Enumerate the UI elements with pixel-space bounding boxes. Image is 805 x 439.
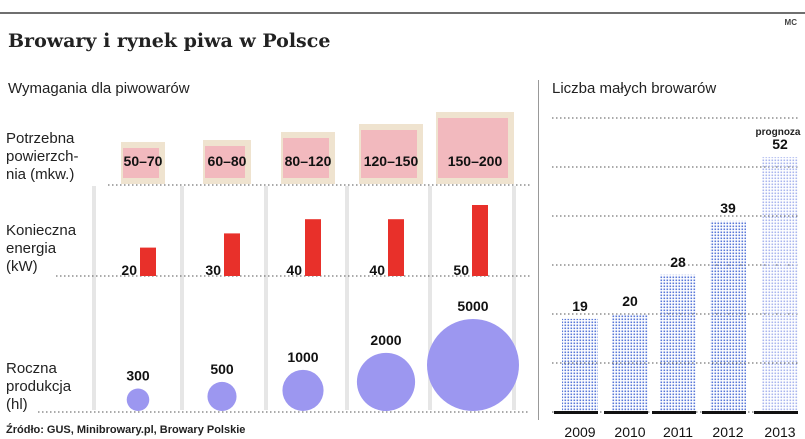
area-value-label: 150–200 [448,153,503,169]
area-square [361,130,417,178]
bar [710,220,746,412]
column-separator [428,186,432,410]
production-row-label-line: Roczna [6,360,57,377]
area-row-label: Potrzebna powierzch- nia (mkw.) [6,130,79,184]
bar [612,314,648,412]
x-tick-label: 2013 [764,424,795,439]
source-note: Źródło: GUS, Minibrowary.pl, Browary Pol… [6,424,246,436]
column-separator [345,186,349,410]
corner-tag: MC [784,18,797,27]
energy-value-label: 20 [121,262,137,278]
area-square [283,138,329,178]
column-separator [264,186,268,410]
baseline-segment [652,411,696,414]
area-square [438,118,508,178]
production-value-label: 5000 [457,298,488,314]
energy-row-label: Konieczna energia (kW) [6,222,76,276]
production-value-label: 300 [126,367,150,383]
x-tick-label: 2010 [614,424,645,439]
energy-value-label: 50 [453,262,469,278]
x-tick-label: 2012 [712,424,743,439]
x-tick-label: 2011 [663,424,693,439]
area-row-label-line: Potrzebna [6,130,75,147]
production-circle [207,381,237,411]
bar-value-label: 39 [720,200,736,216]
area-row-label-line: powierzch- [6,148,79,165]
area-value-label: 50–70 [124,153,163,169]
baseline-segment [554,411,598,414]
top-rule [0,12,805,14]
energy-value-label: 30 [205,262,221,278]
area-value-label: 80–120 [285,153,332,169]
production-circle [126,388,150,412]
column-separator [92,186,96,410]
energy-bar [140,247,156,276]
production-circle [427,319,519,411]
bar-value-label: 28 [670,254,686,270]
column-separator [512,186,516,410]
bar-value-label: 52 [772,136,788,152]
energy-row-label-line: (kW) [6,258,38,275]
production-row-label-line: produkcja [6,378,72,395]
column-separator [180,186,184,410]
energy-row-label-line: Konieczna [6,222,77,239]
energy-value-label: 40 [369,262,385,278]
energy-bar [472,205,488,276]
production-circle [356,352,416,411]
energy-bar [388,219,404,276]
bar [762,157,798,412]
production-value-label: 1000 [287,349,318,365]
energy-bar [305,219,321,276]
energy-value-label: 40 [286,262,302,278]
left-section-title: Wymagania dla piwowarów [8,80,190,97]
production-value-label: 2000 [370,332,401,348]
bar-value-label: 20 [622,293,638,309]
energy-row-label-line: energia [6,240,57,257]
production-row-label-line: (hl) [6,396,28,413]
production-row-label: Roczna produkcja (hl) [6,360,71,414]
baseline-segment [754,411,798,414]
section-divider [538,80,539,420]
bar [562,318,598,412]
x-tick-label: 2009 [564,424,595,439]
energy-bar [224,233,240,276]
right-section-title: Liczba małych browarów [552,80,717,97]
production-value-label: 500 [210,361,234,377]
bar-value-label: 19 [572,298,588,314]
area-value-label: 120–150 [364,153,419,169]
production-circle [282,369,324,411]
area-square [205,146,245,178]
page-title: Browary i rynek piwa w Polsce [8,30,331,52]
area-row-label-line: nia (mkw.) [6,166,75,183]
area-square [123,148,159,178]
area-value-label: 60–80 [208,153,247,169]
bar [660,274,696,412]
forecast-label: prognoza [756,127,801,138]
baseline-segment [702,411,746,414]
baseline-segment [604,411,648,414]
